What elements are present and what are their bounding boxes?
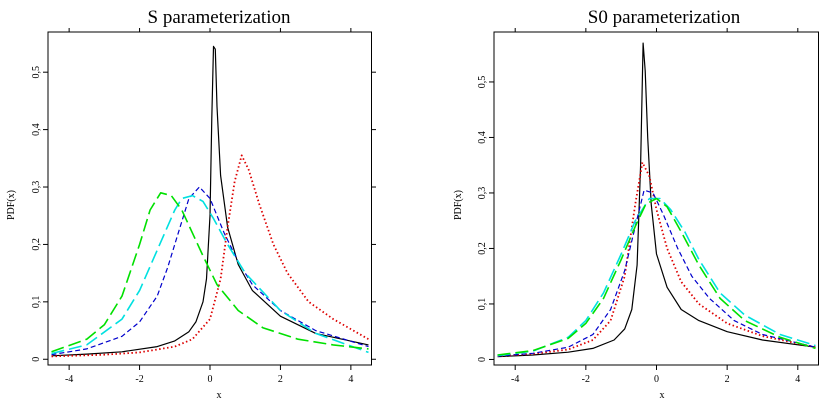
series-line-1	[497, 42, 816, 358]
y-tick-label: 0,4	[477, 131, 488, 144]
y-axis-label: PDF(x)	[6, 190, 17, 220]
series-line-1	[51, 45, 369, 357]
x-tick-label: 4	[348, 374, 353, 385]
series-line-3	[497, 189, 816, 357]
x-tick-label: 4	[795, 374, 800, 385]
series-line-5	[51, 192, 369, 353]
panel-s-parameterization: S parameterization x PDF(x) -4 -2 0 2 4 0 0,1 0…	[6, 7, 376, 401]
x-tick-label: 2	[725, 374, 730, 385]
panel-s0-parameterization: S0 parameterization x PDF(x) -4 -2 0 2 4 0 0,1…	[453, 7, 819, 401]
chart-title: S0 parameterization	[588, 7, 741, 28]
x-tick-label: 0	[208, 374, 213, 385]
y-tick-label: 0,3	[477, 187, 488, 200]
x-tick-label: -4	[511, 374, 519, 385]
y-tick-label: 0,5	[31, 66, 42, 79]
x-axis-label: x	[660, 390, 665, 401]
x-tick-label: -4	[65, 374, 73, 385]
y-tick-label: 0,5	[477, 76, 488, 89]
x-tick-label: 0	[654, 374, 659, 385]
y-axis-label: PDF(x)	[453, 190, 464, 220]
series-line-2	[497, 161, 816, 357]
y-tick-label: 0,1	[31, 296, 42, 309]
x-tick-label: -2	[135, 374, 143, 385]
series-line-4	[51, 194, 369, 355]
y-tick-label: 0,2	[477, 242, 488, 255]
chart-title: S parameterization	[148, 7, 291, 28]
y-tick-label: 0,3	[31, 181, 42, 194]
y-tick-label: 0,2	[31, 238, 42, 251]
y-tick-label: 0,1	[477, 298, 488, 311]
y-tick-label: 0,4	[31, 123, 42, 136]
y-tick-label: 0	[31, 357, 42, 362]
x-axis-label: x	[217, 390, 222, 401]
series-line-3	[51, 186, 369, 356]
y-tick-label: 0	[477, 357, 488, 362]
x-tick-label: -2	[582, 374, 590, 385]
series-line-5	[497, 197, 816, 356]
series-line-4	[497, 197, 816, 357]
x-tick-label: 2	[278, 374, 283, 385]
